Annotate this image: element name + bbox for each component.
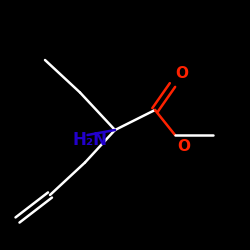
Text: O: O	[175, 66, 188, 81]
Text: H₂N: H₂N	[72, 131, 108, 149]
Text: O: O	[178, 139, 190, 154]
